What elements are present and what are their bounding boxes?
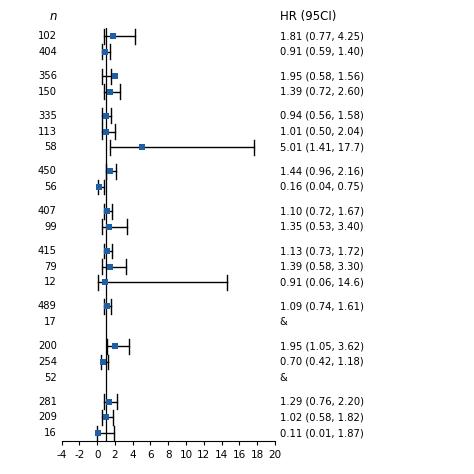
Text: 0.11 (0.01, 1.87): 0.11 (0.01, 1.87) — [280, 428, 364, 438]
Text: 1.10 (0.72, 1.67): 1.10 (0.72, 1.67) — [280, 206, 364, 216]
Text: 1.44 (0.96, 2.16): 1.44 (0.96, 2.16) — [280, 166, 364, 176]
Text: 1.95 (1.05, 3.62): 1.95 (1.05, 3.62) — [280, 341, 364, 351]
Text: 489: 489 — [38, 301, 57, 311]
Text: 200: 200 — [38, 341, 57, 351]
Text: 150: 150 — [38, 87, 57, 97]
Text: 1.35 (0.53, 3.40): 1.35 (0.53, 3.40) — [280, 222, 363, 232]
Text: 1.13 (0.73, 1.72): 1.13 (0.73, 1.72) — [280, 246, 364, 256]
Text: 16: 16 — [44, 428, 57, 438]
Text: 58: 58 — [44, 142, 57, 152]
Text: 0.70 (0.42, 1.18): 0.70 (0.42, 1.18) — [280, 357, 363, 367]
Text: 0.16 (0.04, 0.75): 0.16 (0.04, 0.75) — [280, 182, 363, 192]
Text: 79: 79 — [44, 262, 57, 272]
Text: 1.95 (0.58, 1.56): 1.95 (0.58, 1.56) — [280, 71, 364, 81]
Text: 404: 404 — [38, 47, 57, 57]
Text: 1.09 (0.74, 1.61): 1.09 (0.74, 1.61) — [280, 301, 364, 311]
Text: 0.94 (0.56, 1.58): 0.94 (0.56, 1.58) — [280, 111, 364, 121]
Text: 99: 99 — [44, 222, 57, 232]
Text: 1.01 (0.50, 2.04): 1.01 (0.50, 2.04) — [280, 127, 363, 137]
Text: 12: 12 — [44, 277, 57, 287]
Text: 1.02 (0.58, 1.82): 1.02 (0.58, 1.82) — [280, 412, 364, 422]
Text: 1.39 (0.72, 2.60): 1.39 (0.72, 2.60) — [280, 87, 364, 97]
Text: 0.91 (0.06, 14.6): 0.91 (0.06, 14.6) — [280, 277, 364, 287]
Text: 335: 335 — [38, 111, 57, 121]
Text: HR (95CI): HR (95CI) — [280, 10, 336, 23]
Text: 1.81 (0.77, 4.25): 1.81 (0.77, 4.25) — [280, 31, 364, 41]
Text: 281: 281 — [38, 397, 57, 407]
Text: &: & — [280, 373, 288, 383]
Text: 209: 209 — [38, 412, 57, 422]
Text: 450: 450 — [38, 166, 57, 176]
Text: 102: 102 — [38, 31, 57, 41]
Text: 415: 415 — [38, 246, 57, 256]
Text: 5.01 (1.41, 17.7): 5.01 (1.41, 17.7) — [280, 142, 364, 152]
Text: 356: 356 — [38, 71, 57, 81]
Text: 254: 254 — [38, 357, 57, 367]
Text: 113: 113 — [38, 127, 57, 137]
Text: 17: 17 — [44, 317, 57, 327]
Text: n: n — [49, 10, 57, 23]
Text: 1.39 (0.58, 3.30): 1.39 (0.58, 3.30) — [280, 262, 363, 272]
Text: 407: 407 — [38, 206, 57, 216]
Text: 52: 52 — [44, 373, 57, 383]
Text: 0.91 (0.59, 1.40): 0.91 (0.59, 1.40) — [280, 47, 364, 57]
Text: &: & — [280, 317, 288, 327]
Text: 56: 56 — [44, 182, 57, 192]
Text: 1.29 (0.76, 2.20): 1.29 (0.76, 2.20) — [280, 397, 364, 407]
